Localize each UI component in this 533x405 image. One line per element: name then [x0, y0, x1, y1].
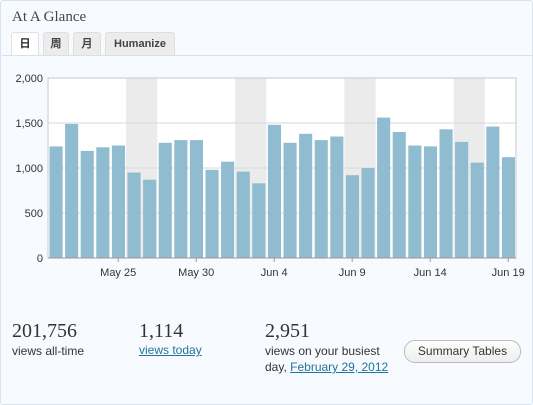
busiest-day-line: day, February 29, 2012 — [265, 359, 388, 375]
y-tick-label: 500 — [25, 208, 43, 220]
bar — [189, 140, 203, 258]
x-tick-label: Jun 19 — [492, 267, 525, 279]
bar — [330, 136, 344, 258]
bar — [267, 124, 281, 258]
y-tick-label: 2,000 — [15, 73, 43, 85]
bar — [174, 140, 188, 258]
bar — [127, 172, 141, 258]
busiest-value: 2,951 — [265, 320, 310, 342]
views-today-link[interactable]: views today — [139, 343, 202, 357]
bar — [345, 175, 359, 258]
bar — [470, 162, 484, 258]
bar — [283, 142, 297, 258]
bar — [439, 129, 453, 258]
stat-all-time: 201,756 views all-time — [12, 319, 84, 359]
busiest-label: views on your busiest — [265, 344, 380, 358]
stat-busiest: 2,951 views on your busiest day, Februar… — [265, 319, 388, 375]
busiest-day-prefix: day, — [265, 360, 287, 374]
summary-tables-button[interactable]: Summary Tables — [404, 340, 521, 363]
bar — [501, 157, 515, 258]
all-time-label: views all-time — [12, 344, 85, 358]
bar — [486, 126, 500, 258]
bar — [111, 145, 125, 258]
x-tick-label: Jun 9 — [339, 267, 366, 279]
x-tick-label: Jun 4 — [261, 267, 288, 279]
bar — [158, 142, 172, 258]
x-tick-label: May 30 — [178, 267, 214, 279]
bar — [96, 147, 110, 258]
tab-humanize[interactable]: Humanize — [105, 32, 175, 55]
busiest-date-link[interactable]: February 29, 2012 — [290, 360, 389, 374]
bar — [455, 141, 469, 258]
y-tick-label: 1,000 — [15, 163, 43, 175]
y-tick-label: 0 — [37, 253, 43, 265]
bar — [221, 161, 235, 258]
tab-divider — [2, 55, 533, 56]
today-value: 1,114 — [139, 320, 184, 342]
widget-title: At A Glance — [12, 9, 87, 25]
bar — [236, 171, 250, 258]
x-tick-label: Jun 14 — [414, 267, 447, 279]
bar — [408, 145, 422, 258]
tab-day[interactable]: 日 — [11, 32, 39, 55]
all-time-value: 201,756 — [12, 320, 77, 342]
bar — [205, 169, 219, 258]
bar — [143, 179, 157, 258]
tab-week[interactable]: 周 — [43, 32, 69, 55]
bar — [423, 146, 437, 258]
bar — [377, 117, 391, 258]
bar — [299, 133, 313, 258]
views-bar-chart: 0 500 1,000 1,500 2,000 May 25 May 30 Jun 4 Jun … — [15, 73, 525, 279]
stat-today: 1,114 views today — [139, 319, 202, 357]
tab-month[interactable]: 月 — [73, 32, 101, 55]
x-tick-label: May 25 — [100, 267, 136, 279]
bar — [49, 146, 63, 258]
bar — [361, 168, 375, 258]
bar — [392, 132, 406, 258]
bar — [314, 140, 328, 258]
bar — [65, 123, 79, 259]
bar — [80, 150, 94, 258]
bar — [252, 183, 266, 258]
views-chart: 0 500 1,000 1,500 2,000 May 25 May 30 Jun 4 Jun … — [1, 61, 533, 291]
y-tick-label: 1,500 — [15, 118, 43, 130]
